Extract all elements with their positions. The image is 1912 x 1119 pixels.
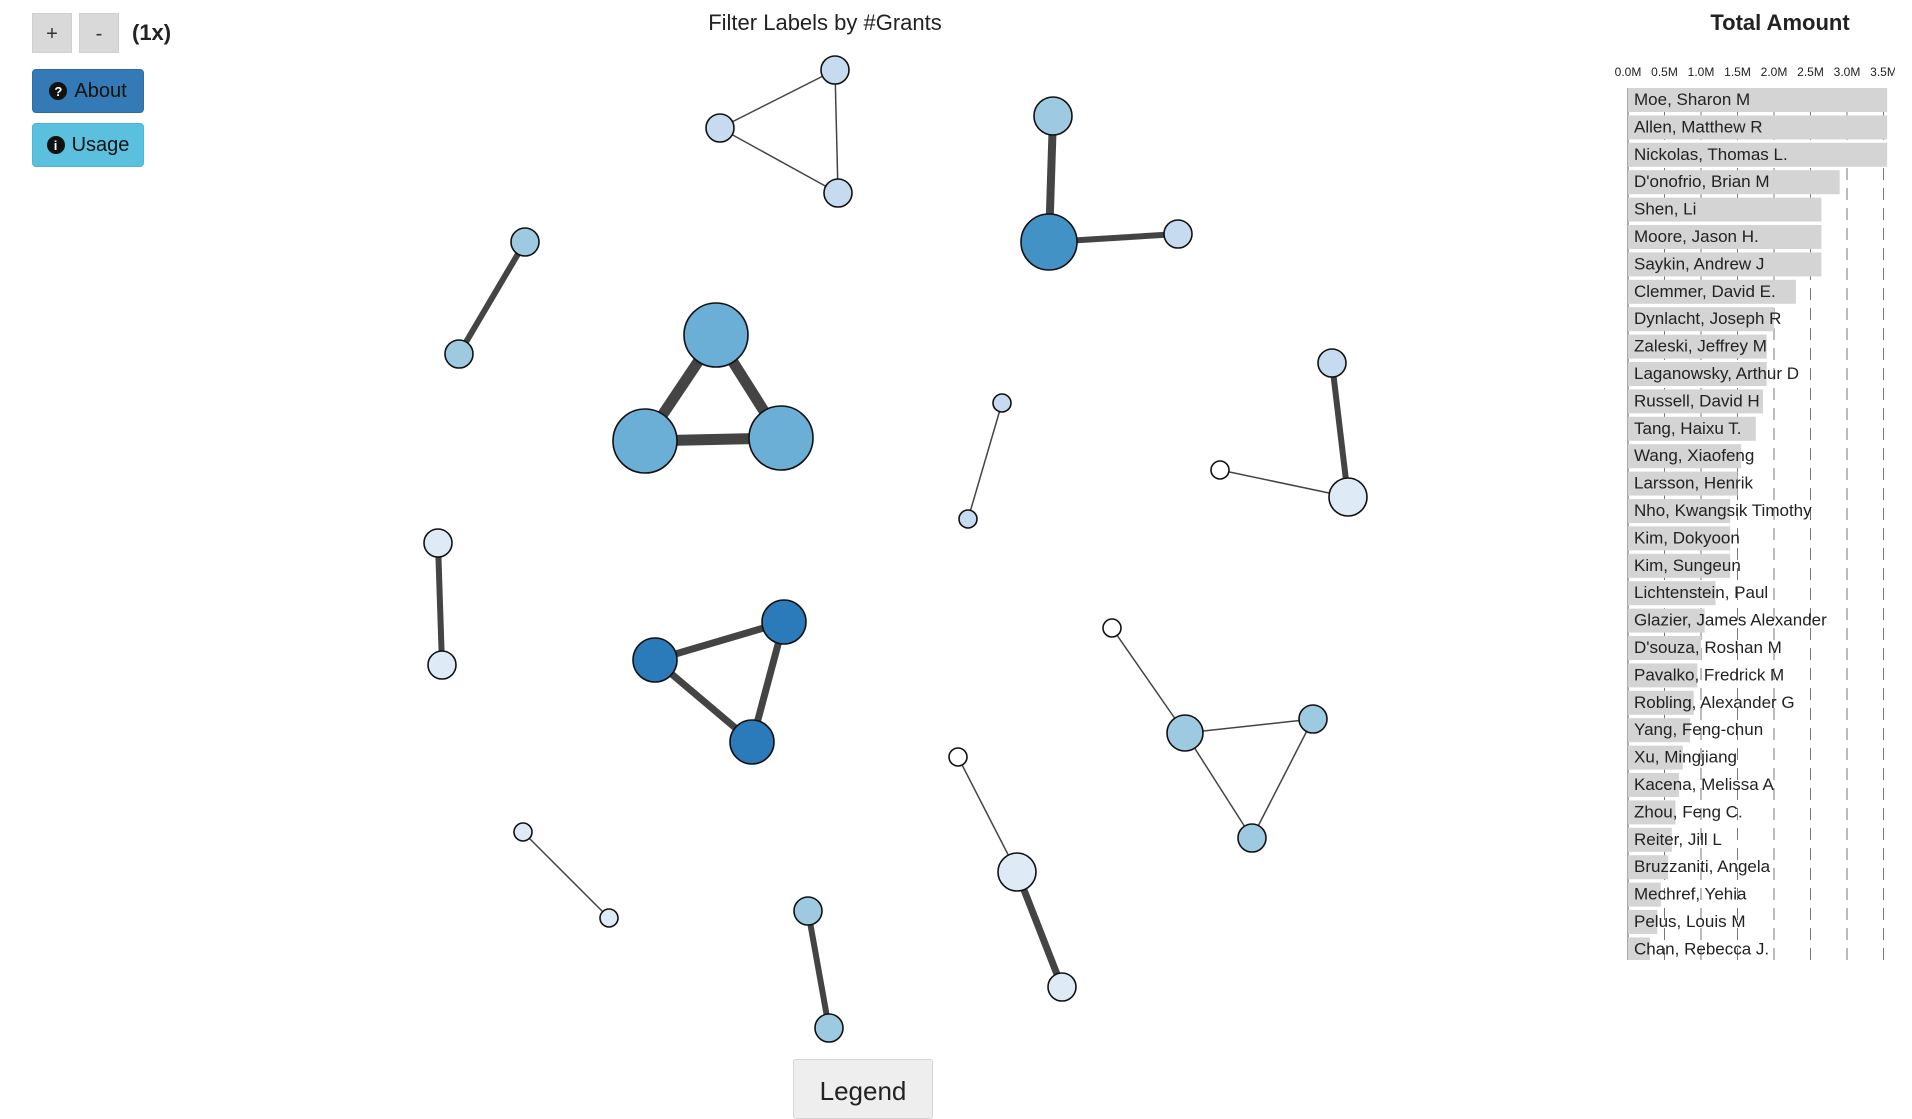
network-node[interactable] — [1021, 214, 1077, 270]
network-node[interactable] — [1103, 619, 1121, 637]
total-amount-bar-chart: 0.0M 0.5M 1.0M 1.5M 2.0M 2.5M 3.0M 3.5M Moe, Sha… — [1595, 60, 1895, 960]
network-edge — [968, 403, 1002, 519]
bar-label: Shen, Li — [1634, 200, 1696, 219]
bar-label: Kim, Sungeun — [1634, 556, 1741, 575]
bar-label: Mechref, Yehia — [1634, 885, 1747, 904]
network-node[interactable] — [1164, 220, 1192, 248]
network-node[interactable] — [949, 748, 967, 766]
x-tick-label: 3.0M — [1834, 65, 1861, 79]
network-node[interactable] — [1318, 349, 1346, 377]
network-nodes — [424, 56, 1367, 1042]
network-node[interactable] — [815, 1014, 843, 1042]
network-node[interactable] — [424, 529, 452, 557]
total-amount-title: Total Amount — [1690, 10, 1870, 36]
bar-label: Chan, Rebecca J. — [1634, 939, 1769, 958]
bar-label: Lichtenstein, Paul — [1634, 583, 1768, 602]
bar-label: Bruzzaniti, Angela — [1634, 857, 1771, 876]
bar-label: Moe, Sharon M — [1634, 90, 1750, 109]
network-edge — [1332, 363, 1348, 497]
network-node[interactable] — [1329, 478, 1367, 516]
network-node[interactable] — [824, 179, 852, 207]
network-node[interactable] — [428, 651, 456, 679]
bar-label: Zaleski, Jeffrey M — [1634, 337, 1767, 356]
network-edge — [459, 242, 525, 354]
network-node[interactable] — [511, 228, 539, 256]
x-tick-label: 0.0M — [1615, 65, 1642, 79]
network-node[interactable] — [684, 303, 748, 367]
bar-chart-bars: Moe, Sharon M Allen, Matthew R Nickolas, T… — [1628, 88, 1887, 960]
network-node[interactable] — [993, 394, 1011, 412]
network-node[interactable] — [749, 406, 813, 470]
network-node[interactable] — [821, 56, 849, 84]
network-edge — [1112, 628, 1185, 733]
bar-label: Larsson, Henrik — [1634, 474, 1754, 493]
network-node[interactable] — [633, 638, 677, 682]
bar-label: Pelus, Louis M — [1634, 912, 1746, 931]
network-edge — [720, 128, 838, 193]
x-tick-label: 3.5M — [1870, 65, 1895, 79]
network-edge — [835, 70, 838, 193]
network-node[interactable] — [1167, 715, 1203, 751]
legend-button[interactable]: Legend — [793, 1059, 933, 1119]
network-node[interactable] — [1048, 973, 1076, 1001]
network-edge — [1185, 719, 1313, 733]
bar-label: Kim, Dokyoon — [1634, 528, 1740, 547]
network-node[interactable] — [1238, 824, 1266, 852]
bar-label: Xu, Mingjiang — [1634, 748, 1737, 767]
bar-label: Kacena, Melissa A — [1634, 775, 1775, 794]
x-tick-label: 1.5M — [1724, 65, 1751, 79]
bar-label: Dynlacht, Joseph R — [1634, 309, 1781, 328]
network-node[interactable] — [794, 897, 822, 925]
bar-label: Reiter, Jill L — [1634, 830, 1722, 849]
bar-label: D'souza, Roshan M — [1634, 638, 1782, 657]
network-edge — [1252, 719, 1313, 838]
bar-label: Robling, Alexander G — [1634, 693, 1795, 712]
bar-label: Zhou, Feng C. — [1634, 802, 1743, 821]
network-edge — [523, 832, 609, 918]
network-node[interactable] — [1299, 705, 1327, 733]
bar-label: Russell, David H — [1634, 391, 1760, 410]
x-tick-label: 2.0M — [1761, 65, 1788, 79]
x-tick-label: 1.0M — [1688, 65, 1715, 79]
network-edge — [808, 911, 829, 1028]
bar-label: Laganowsky, Arthur D — [1634, 364, 1799, 383]
network-node[interactable] — [1211, 461, 1229, 479]
network-node[interactable] — [613, 409, 677, 473]
x-tick-label: 0.5M — [1651, 65, 1678, 79]
network-node[interactable] — [998, 853, 1036, 891]
network-node[interactable] — [730, 720, 774, 764]
bar-label: Nho, Kwangsik Timothy — [1634, 501, 1812, 520]
network-node[interactable] — [1034, 97, 1072, 135]
network-node[interactable] — [600, 909, 618, 927]
bar-label: D'onofrio, Brian M — [1634, 172, 1770, 191]
bar-label: Wang, Xiaofeng — [1634, 446, 1754, 465]
network-node[interactable] — [762, 600, 806, 644]
bar-label: Moore, Jason H. — [1634, 227, 1759, 246]
bar-label: Yang, Feng-chun — [1634, 720, 1763, 739]
network-node[interactable] — [706, 114, 734, 142]
network-node[interactable] — [514, 823, 532, 841]
bar-label: Tang, Haixu T. — [1634, 419, 1741, 438]
network-edge — [438, 543, 442, 665]
x-tick-label: 2.5M — [1797, 65, 1824, 79]
bar-label: Pavalko, Fredrick M — [1634, 665, 1784, 684]
bar-label: Clemmer, David E. — [1634, 282, 1776, 301]
network-edge — [720, 70, 835, 128]
network-node[interactable] — [959, 510, 977, 528]
network-node[interactable] — [445, 340, 473, 368]
bar-label: Glazier, James Alexander — [1634, 611, 1827, 630]
bar-label: Saykin, Andrew J — [1634, 254, 1764, 273]
bar-label: Nickolas, Thomas L. — [1634, 145, 1788, 164]
bar-label: Allen, Matthew R — [1634, 117, 1763, 136]
network-edges — [438, 70, 1348, 1028]
